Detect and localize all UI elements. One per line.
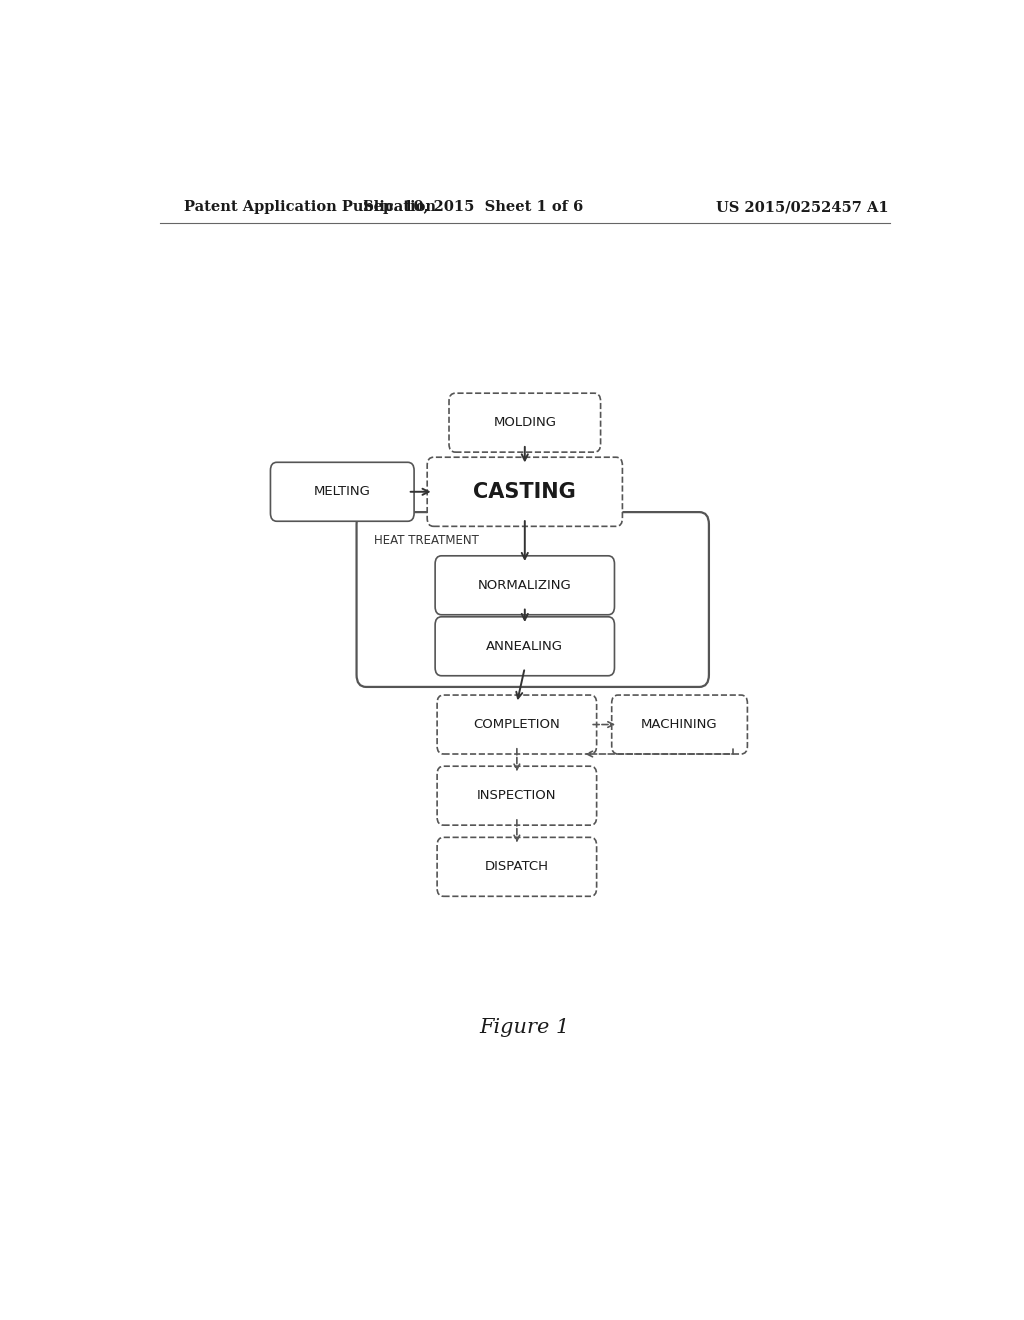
FancyBboxPatch shape [427, 457, 623, 527]
Text: US 2015/0252457 A1: US 2015/0252457 A1 [716, 201, 889, 214]
FancyBboxPatch shape [437, 696, 597, 754]
Text: Sep. 10, 2015  Sheet 1 of 6: Sep. 10, 2015 Sheet 1 of 6 [364, 201, 584, 214]
Text: Figure 1: Figure 1 [479, 1018, 570, 1038]
Text: ANNEALING: ANNEALING [486, 640, 563, 653]
FancyBboxPatch shape [437, 837, 597, 896]
Text: Patent Application Publication: Patent Application Publication [183, 201, 435, 214]
FancyBboxPatch shape [435, 616, 614, 676]
FancyBboxPatch shape [437, 766, 597, 825]
Text: COMPLETION: COMPLETION [473, 718, 560, 731]
Text: DISPATCH: DISPATCH [485, 861, 549, 874]
Text: MELTING: MELTING [313, 486, 371, 498]
FancyBboxPatch shape [611, 696, 748, 754]
Text: CASTING: CASTING [473, 482, 577, 502]
Text: HEAT TREATMENT: HEAT TREATMENT [374, 535, 479, 548]
Text: NORMALIZING: NORMALIZING [478, 578, 571, 591]
Text: INSPECTION: INSPECTION [477, 789, 557, 803]
Text: MOLDING: MOLDING [494, 416, 556, 429]
FancyBboxPatch shape [270, 462, 414, 521]
Text: MACHINING: MACHINING [641, 718, 718, 731]
FancyBboxPatch shape [356, 512, 709, 686]
FancyBboxPatch shape [435, 556, 614, 615]
FancyBboxPatch shape [449, 393, 601, 453]
